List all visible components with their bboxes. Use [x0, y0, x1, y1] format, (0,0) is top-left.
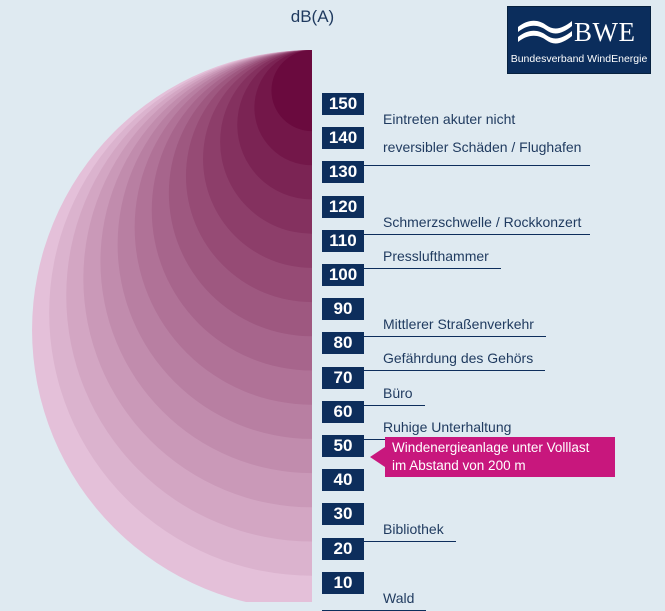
level-description-140: reversibler Schäden / Flughafen — [383, 139, 582, 156]
level-description-60: Ruhige Unterhaltung — [383, 418, 512, 435]
level-description-90: Mittlerer Straßenverkehr — [383, 316, 534, 333]
highlight-callout: Windenergieanlage unter Volllast im Abst… — [385, 437, 615, 477]
level-description-10: Wald — [383, 589, 415, 606]
level-underline-120 — [322, 233, 590, 235]
level-description-110: Presslufthammer — [383, 247, 489, 264]
level-label-130: 130 — [322, 161, 364, 184]
level-label-70: 70 — [322, 366, 364, 389]
level-label-100: 100 — [322, 264, 364, 286]
level-label-30: 30 — [322, 503, 364, 526]
level-label-90: 90 — [322, 298, 364, 321]
logo-subtitle: Bundesverband WindEnergie — [510, 53, 648, 65]
callout-arrow — [370, 447, 385, 467]
level-underline-140 — [322, 165, 590, 167]
level-underline-90 — [322, 336, 546, 338]
wind-wave-icon — [518, 20, 572, 44]
level-underline-80 — [322, 370, 546, 372]
level-underline-30 — [322, 541, 456, 543]
level-label-50: 50 — [322, 435, 364, 457]
level-description-150: Eintreten akuter nicht — [383, 111, 516, 127]
level-label-110: 110 — [322, 229, 364, 252]
level-label-40: 40 — [322, 469, 364, 492]
level-label-20: 20 — [322, 537, 364, 560]
level-label-80: 80 — [322, 332, 364, 355]
callout-line-1: Windenergieanlage unter Volllast — [392, 440, 590, 455]
level-underline-110 — [322, 267, 501, 269]
level-label-60: 60 — [322, 400, 364, 423]
logo-name: BWE — [574, 17, 636, 47]
level-label-140: 140 — [322, 127, 364, 150]
bwe-logo: BWE Bundesverband WindEnergie — [507, 6, 651, 74]
level-description-70: Büro — [383, 384, 413, 401]
level-label-150: 150 — [322, 93, 364, 115]
level-band-150 — [271, 50, 312, 132]
level-label-120: 120 — [322, 195, 364, 218]
callout-line-2: im Abstand von 200 m — [392, 458, 526, 473]
unit-label: dB(A) — [290, 7, 335, 26]
level-label-10: 10 — [322, 571, 364, 594]
level-description-80: Gefährdung des Gehörs — [383, 350, 534, 367]
level-description-120: Schmerzschwelle / Rockkonzert — [383, 213, 582, 230]
level-description-30: Bibliothek — [383, 521, 444, 538]
level-underline-70 — [322, 404, 425, 406]
